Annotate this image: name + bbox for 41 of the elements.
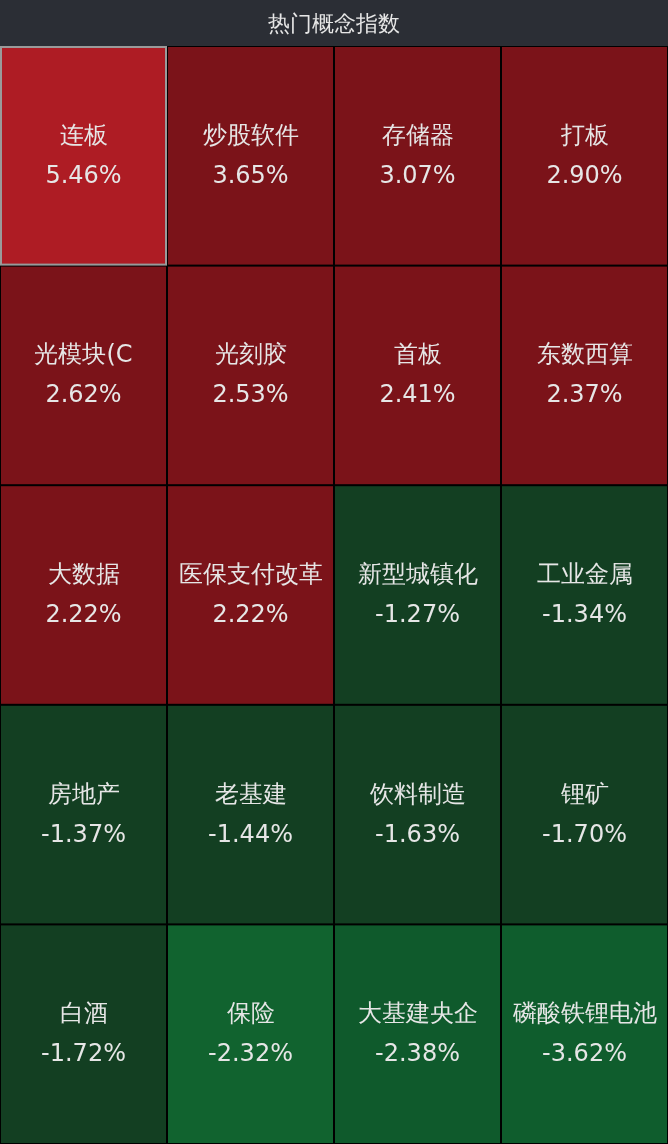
category-label: 连板 [59,120,108,149]
category-label: 打板 [559,120,609,149]
data-label: 2.41% [379,380,456,409]
category-label: 存储器 [381,120,454,149]
data-label: 2.22% [45,600,122,628]
data-label: -1.34% [542,600,627,628]
data-label: -1.63% [375,819,460,848]
category-label: 首板 [393,340,442,369]
data-label: 2.90% [546,160,623,189]
category-label: 大数据 [47,560,120,588]
data-label: -1.37% [41,819,126,848]
data-label: 2.53% [212,380,289,409]
data-label: -1.27% [375,600,460,628]
category-label: 医保支付改革 [178,560,323,588]
category-label: 房地产 [47,779,120,808]
data-label: 2.22% [212,600,289,628]
category-label: 白酒 [59,999,108,1028]
category-label: 工业金属 [536,560,633,588]
category-label: 光刻胶 [214,340,287,369]
data-label: 3.07% [379,160,456,189]
data-label: 2.62% [45,380,122,409]
data-label: -1.70% [542,819,627,848]
data-label: -1.44% [208,819,293,848]
category-label: 老基建 [214,779,287,808]
category-label: 东数西算 [536,340,633,369]
data-label: 2.37% [546,380,623,409]
category-label: 磷酸铁锂电池 [511,999,657,1028]
text: 热门概念指数 [268,11,400,36]
data-label: 3.65% [212,160,289,189]
data-label: -3.62% [542,1039,627,1068]
category-label: 饮料制造 [368,779,466,808]
category-label: 光模块(C [34,340,133,369]
data-label: 5.46% [45,160,122,189]
data-label: -2.38% [375,1039,460,1068]
data-label: -1.72% [41,1039,126,1068]
category-label: 保险 [226,999,275,1028]
category-label: 大基建央企 [357,999,478,1028]
data-label: -2.32% [208,1039,293,1068]
category-label: 新型城镇化 [357,560,478,588]
category-label: 锂矿 [559,779,609,808]
category-label: 炒股软件 [202,120,299,149]
